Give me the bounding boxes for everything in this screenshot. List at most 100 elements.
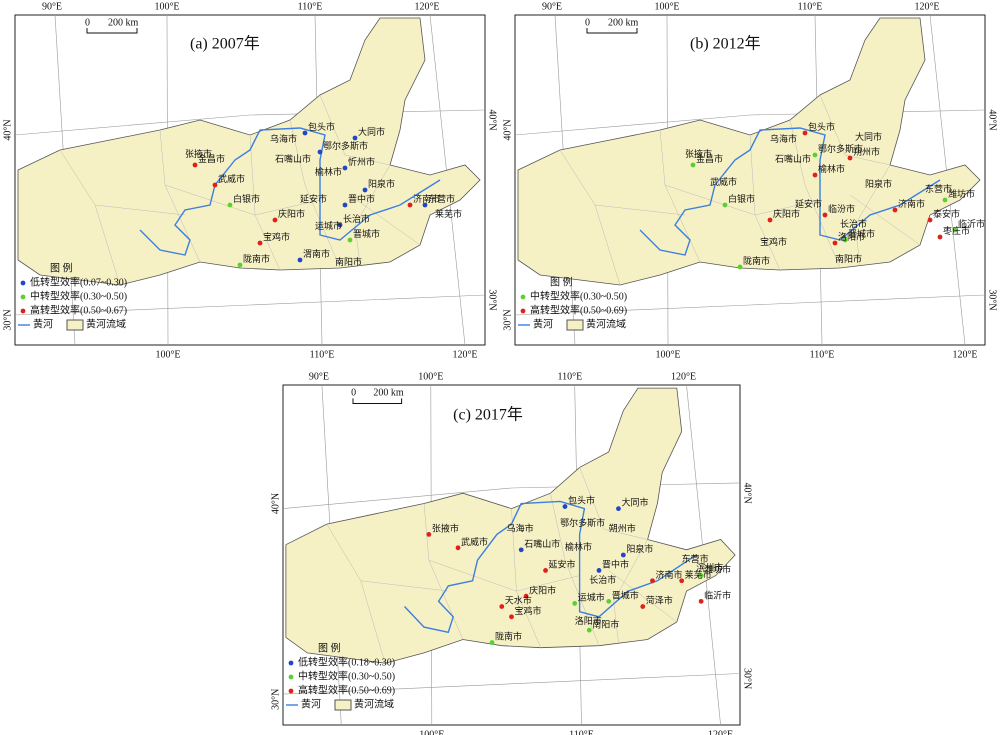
panel-title: (b) 2012年 [690, 35, 761, 53]
city-label: 宝鸡市 [760, 236, 787, 247]
city-label: 菏泽市 [646, 595, 673, 606]
city-boundary [349, 194, 421, 246]
lon-label: 120°E [952, 349, 977, 360]
legend-label: 黄河 [33, 317, 53, 330]
city-boundary [360, 580, 449, 592]
lon-label: 110°E [298, 1, 323, 12]
city-dot [737, 264, 743, 270]
lon-label: 120°E [708, 729, 733, 735]
legend-title: 图 例 [550, 275, 573, 288]
legend-dot [288, 688, 294, 694]
legend-label: 黄河 [301, 697, 321, 710]
city-boundary [579, 467, 648, 540]
city-label: 长治市 [840, 218, 867, 229]
map-panel: (c) 2017年 0 200 km 90°E 100°E 110°E 120°E 100°E… [270, 371, 752, 735]
city-label: 莱芜市 [435, 208, 462, 219]
city-dot [422, 202, 428, 208]
graticule [514, 294, 986, 316]
city-dot [722, 202, 728, 208]
legend: 图 例低转型效率(0.07~0.30)中转型效率(0.30~0.50)高转型效率… [18, 261, 127, 331]
city-dot [767, 217, 773, 223]
city-label: 南阳市 [835, 253, 862, 264]
legend-label: 高转型效率(0.50~0.69) [530, 303, 627, 316]
city-dot [499, 604, 505, 609]
city-label: 宝鸡市 [515, 605, 542, 616]
yellow-river [403, 500, 697, 634]
city-dot [562, 504, 568, 509]
city-label: 陇南市 [495, 631, 522, 642]
city-label: 鄂尔多斯市 [323, 140, 368, 151]
legend-label: 低转型效率(0.18~0.30) [298, 655, 395, 668]
city-label: 东营市 [925, 183, 952, 194]
city-label: 陇南市 [243, 253, 270, 264]
city-dot [509, 614, 514, 620]
city-label: 石嘴山市 [524, 538, 560, 549]
city-label: 晋城市 [848, 228, 875, 239]
city-label: 南阳市 [592, 618, 619, 629]
city-boundary [664, 184, 821, 216]
legend-dot [20, 308, 26, 314]
legend-title: 图 例 [50, 261, 73, 274]
city-label: 武威市 [218, 173, 245, 184]
city-dot [937, 234, 943, 240]
lon-label: 120°E [452, 349, 477, 360]
lon-label: 100°E [155, 349, 180, 360]
legend-dot [20, 294, 26, 300]
city-label: 济南市 [898, 198, 925, 209]
city-dot [842, 237, 848, 243]
city-label: 包头市 [308, 121, 335, 132]
city-label: 张掖市 [432, 522, 459, 533]
legend-label: 低转型效率(0.07~0.30) [30, 275, 127, 288]
city-label: 乌海市 [507, 522, 534, 533]
city-boundary [789, 119, 841, 269]
lat-label: 40°N [487, 109, 498, 130]
city-dot [606, 598, 612, 604]
city-label: 榆林市 [565, 541, 592, 552]
yellow-river [139, 127, 441, 256]
city-label: 石嘴山市 [275, 153, 311, 164]
city-dot [822, 212, 828, 218]
city-label: 晋城市 [353, 228, 380, 239]
city-boundary [164, 184, 321, 216]
lon-label: 100°E [654, 1, 679, 12]
city-label: 大同市 [855, 131, 882, 142]
city-label: 泰安市 [933, 208, 960, 219]
panel-title: (c) 2017年 [453, 406, 523, 424]
city-label: 运城市 [578, 591, 605, 602]
city-boundary [289, 119, 341, 269]
legend-basin [334, 699, 352, 711]
city-label: 包头市 [808, 121, 835, 132]
panel-title: (a) 2007年 [190, 35, 260, 53]
city-label: 晋城市 [612, 589, 639, 600]
city-dot [802, 130, 808, 136]
city-label: 莱芜市 [685, 569, 712, 580]
city-label: 阳泉市 [368, 178, 395, 189]
lon-label: 110°E [557, 371, 582, 382]
city-dot [192, 162, 198, 168]
city-dot [640, 604, 646, 609]
city-label: 武威市 [461, 536, 488, 547]
graticule [282, 673, 741, 695]
city-label: 大同市 [621, 497, 648, 508]
city-dot [812, 172, 818, 178]
lon-label: 90°E [542, 1, 562, 12]
city-label: 张掖市 [185, 148, 212, 159]
city-label: 滨州市 [696, 561, 723, 572]
city-dot [586, 627, 592, 633]
scale-zero: 0 [85, 17, 90, 28]
graticule [14, 294, 486, 316]
city-boundary [428, 559, 580, 592]
city-dot [690, 162, 696, 168]
lat-label: 40°N [502, 119, 513, 140]
lat-label: 40°N [2, 119, 13, 140]
legend-dot [288, 674, 294, 680]
city-label: 乌海市 [270, 133, 297, 144]
city-dot [543, 568, 548, 573]
lon-label: 120°E [414, 1, 439, 12]
map-panel: (b) 2012年 0 200 km 90°E 100°E 110°E 120°E 100°E… [502, 1, 997, 360]
city-dot [952, 227, 958, 233]
city-label: 金昌市 [696, 153, 723, 164]
city-label: 阳泉市 [626, 543, 653, 554]
